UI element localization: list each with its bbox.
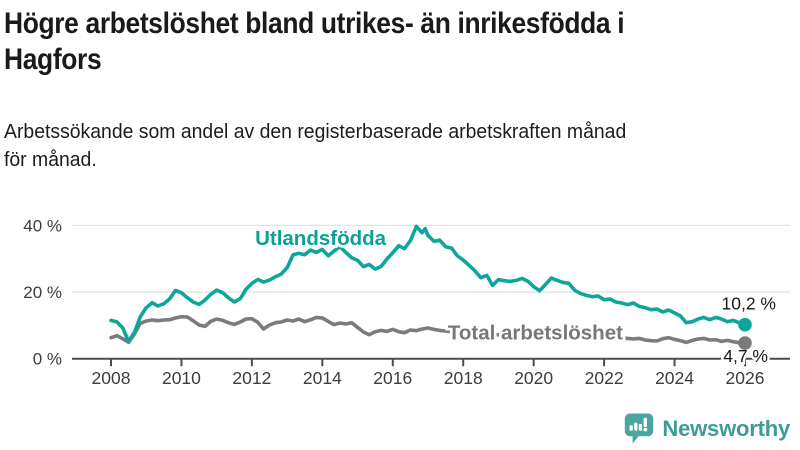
title-line-1: Högre arbetslöshet bland utrikes- än inr…: [4, 7, 625, 40]
end-dot-0: [738, 336, 752, 350]
chart-subtitle: Arbetssökande som andel av den registerb…: [4, 118, 646, 174]
brand-logo: Newsworthy: [623, 412, 790, 445]
x-tick-label-2022: 2022: [585, 368, 624, 388]
newsworthy-chart-bubble-icon: [625, 413, 654, 444]
y-tick-label-20: 20 %: [23, 283, 62, 302]
x-tick-label-2012: 2012: [232, 368, 271, 388]
brand-wordmark: Newsworthy: [662, 415, 790, 441]
x-tick-label-2010: 2010: [162, 368, 201, 388]
x-tick-label-2014: 2014: [303, 368, 342, 388]
end-dot-1: [738, 317, 752, 332]
x-tick-label-2016: 2016: [373, 368, 412, 388]
x-tick-label-2008: 2008: [92, 368, 131, 388]
line-chart-canvas: 0 % 20 % 40 % 2008 2010 2012 2014 2016 2018 2020 2…: [23, 216, 790, 388]
y-tick-label-0: 0 %: [33, 350, 62, 369]
unemployment-line-chart: 0 % 20 % 40 % 2008 2010 2012 2014 2016 2018 2020 2…: [0, 192, 800, 397]
page-title: Högre arbetslöshet bland utrikes- än inr…: [4, 6, 709, 78]
series-line-0: [109, 314, 747, 345]
x-tick-label-2020: 2020: [514, 368, 553, 388]
x-tick-label-2018: 2018: [444, 368, 483, 388]
subtitle-line-2: för månad.: [4, 149, 97, 171]
end-value-label-1: 10,2 %: [722, 294, 776, 314]
y-tick-label-40: 40 %: [23, 216, 62, 235]
title-line-2: Hagfors: [4, 43, 102, 76]
series-label-1: Utlandsfödda: [255, 227, 387, 250]
x-tick-label-2024: 2024: [655, 368, 694, 388]
series-line-1: [109, 224, 747, 344]
subtitle-line-1: Arbetssökande som andel av den registerb…: [4, 121, 627, 143]
x-tick-label-2026: 2026: [726, 368, 765, 388]
series-label-0: Total arbetslöshet: [448, 322, 623, 345]
